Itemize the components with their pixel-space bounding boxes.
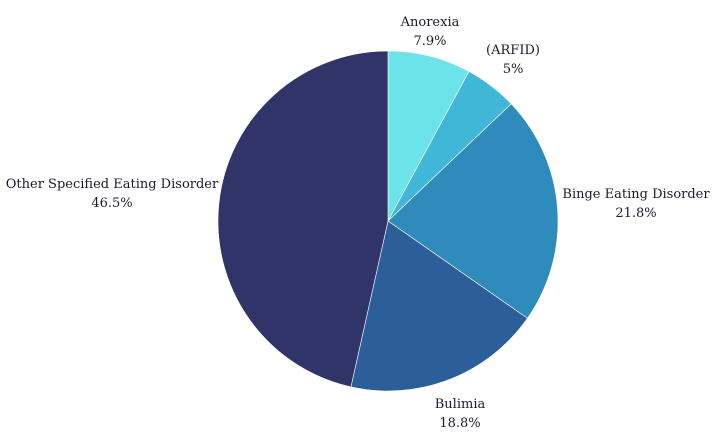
slice-label: Anorexia: [400, 15, 460, 30]
pie-slice-binge-eating-disorder: [387, 103, 559, 319]
slice-value-label: 5%: [503, 62, 524, 77]
pie-slice-bulimia: [350, 220, 528, 392]
slice-value-label: 21.8%: [615, 206, 656, 221]
slice-value-label: 46.5%: [91, 196, 132, 211]
pie-slices: [217, 50, 559, 392]
pie-slice-other-specified-eating-disorder: [217, 50, 389, 388]
slice-label: Binge Eating Disorder: [562, 187, 710, 202]
slice-label: Bulimia: [435, 397, 486, 412]
pie-labels: Anorexia 7.9% (ARFID) 5% Binge Eating Disord…: [6, 15, 711, 431]
slice-label: (ARFID): [486, 43, 540, 58]
slice-label: Other Specified Eating Disorder: [6, 177, 219, 192]
slice-value-label: 18.8%: [439, 416, 480, 431]
slice-value-label: 7.9%: [413, 34, 446, 49]
